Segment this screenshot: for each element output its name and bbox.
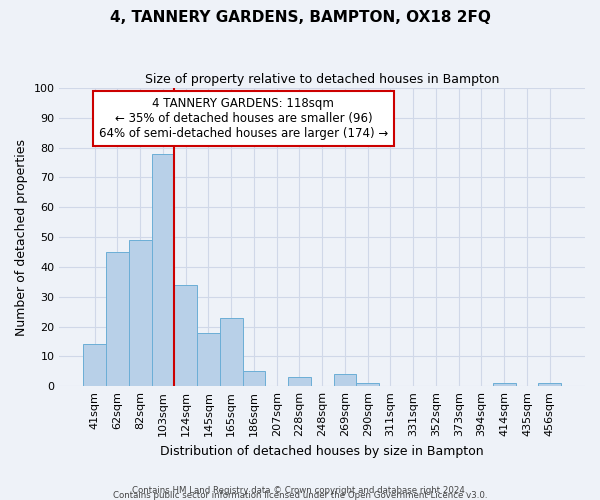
Bar xyxy=(220,318,242,386)
Bar xyxy=(175,285,197,386)
Bar xyxy=(242,372,265,386)
Bar xyxy=(106,252,129,386)
Bar xyxy=(288,377,311,386)
Bar xyxy=(83,344,106,386)
Bar xyxy=(538,383,561,386)
Y-axis label: Number of detached properties: Number of detached properties xyxy=(15,138,28,336)
Text: Contains public sector information licensed under the Open Government Licence v3: Contains public sector information licen… xyxy=(113,490,487,500)
X-axis label: Distribution of detached houses by size in Bampton: Distribution of detached houses by size … xyxy=(160,444,484,458)
Title: Size of property relative to detached houses in Bampton: Size of property relative to detached ho… xyxy=(145,72,499,86)
Text: 4 TANNERY GARDENS: 118sqm
← 35% of detached houses are smaller (96)
64% of semi-: 4 TANNERY GARDENS: 118sqm ← 35% of detac… xyxy=(99,97,388,140)
Bar xyxy=(197,332,220,386)
Bar xyxy=(493,383,515,386)
Text: Contains HM Land Registry data © Crown copyright and database right 2024.: Contains HM Land Registry data © Crown c… xyxy=(132,486,468,495)
Bar xyxy=(129,240,152,386)
Text: 4, TANNERY GARDENS, BAMPTON, OX18 2FQ: 4, TANNERY GARDENS, BAMPTON, OX18 2FQ xyxy=(110,10,490,25)
Bar xyxy=(356,383,379,386)
Bar xyxy=(152,154,175,386)
Bar xyxy=(334,374,356,386)
